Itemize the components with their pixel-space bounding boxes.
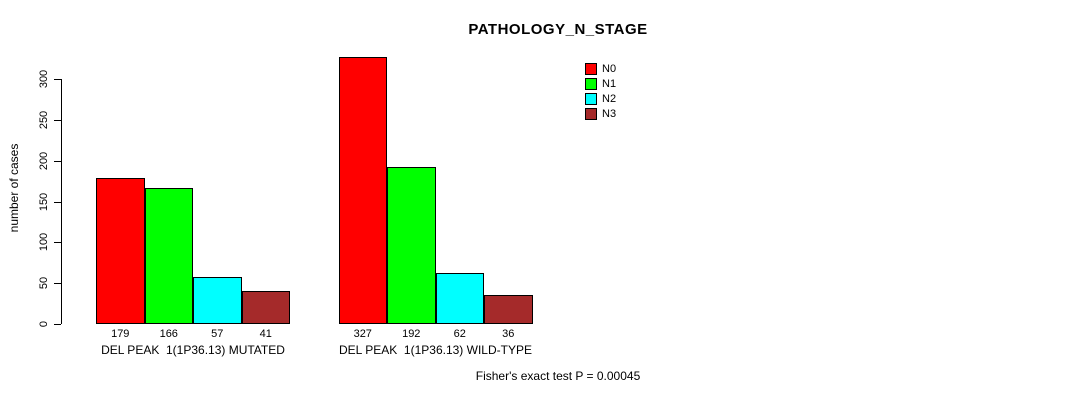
bar-value-label: 41 bbox=[259, 328, 272, 340]
x-category-label: DEL PEAK 1(1P36.13) WILD-TYPE bbox=[339, 343, 532, 357]
legend-swatch-n1 bbox=[585, 78, 597, 90]
bar-n2-group2 bbox=[435, 273, 484, 324]
y-tick-label: 150 bbox=[38, 192, 50, 211]
y-tick-label: 100 bbox=[38, 233, 50, 252]
legend-item-n3: N3 bbox=[585, 107, 616, 121]
bar-value-label: 192 bbox=[402, 328, 421, 340]
y-tick bbox=[54, 283, 61, 285]
bar-value-label: 327 bbox=[353, 328, 372, 340]
legend-label-n3: N3 bbox=[602, 107, 617, 120]
y-axis-line bbox=[61, 79, 62, 324]
legend: N0 N1 N2 N3 bbox=[585, 62, 616, 121]
bar-n1-group2 bbox=[387, 167, 436, 324]
legend-label-n1: N1 bbox=[602, 77, 617, 90]
y-tick-label: 0 bbox=[38, 320, 50, 328]
legend-item-n2: N2 bbox=[585, 92, 616, 106]
y-axis-title: number of cases bbox=[7, 143, 21, 233]
y-tick bbox=[54, 119, 61, 121]
legend-label-n0: N0 bbox=[602, 62, 617, 75]
bar-value-label: 57 bbox=[211, 328, 224, 340]
chart-title: PATHOLOGY_N_STAGE bbox=[468, 21, 648, 38]
bar-n3-group2 bbox=[484, 294, 533, 324]
bar-n0-group2 bbox=[338, 56, 387, 324]
bar-n1-group1 bbox=[144, 188, 193, 324]
legend-item-n0: N0 bbox=[585, 62, 616, 76]
legend-item-n1: N1 bbox=[585, 77, 616, 91]
y-tick bbox=[54, 324, 61, 325]
y-tick-label: 200 bbox=[38, 151, 50, 170]
bar-n3-group1 bbox=[241, 290, 290, 324]
x-category-label: DEL PEAK 1(1P36.13) MUTATED bbox=[101, 343, 285, 357]
y-tick-label: 50 bbox=[38, 277, 50, 290]
y-tick bbox=[54, 79, 61, 80]
bar-value-label: 166 bbox=[159, 328, 178, 340]
bar-value-label: 179 bbox=[111, 328, 130, 340]
bar-value-label: 62 bbox=[453, 328, 466, 340]
bar-value-label: 36 bbox=[502, 328, 515, 340]
y-tick-label: 300 bbox=[38, 69, 50, 89]
legend-swatch-n2 bbox=[585, 93, 597, 105]
y-tick bbox=[54, 160, 61, 162]
stat-test-footer: Fisher's exact test P = 0.00045 bbox=[475, 369, 641, 383]
legend-swatch-n3 bbox=[585, 108, 597, 120]
y-tick bbox=[54, 242, 61, 244]
y-tick bbox=[54, 201, 61, 203]
legend-label-n2: N2 bbox=[602, 92, 617, 105]
y-tick-label: 250 bbox=[38, 110, 50, 130]
bar-n2-group1 bbox=[193, 277, 242, 324]
bar-n0-group1 bbox=[96, 177, 145, 324]
legend-swatch-n0 bbox=[585, 63, 597, 75]
